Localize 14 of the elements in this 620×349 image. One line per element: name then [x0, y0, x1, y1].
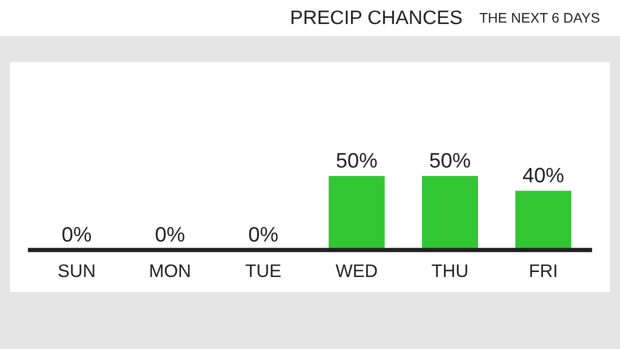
x-tick-label: SUN [58, 264, 94, 278]
data-label: 50% [336, 152, 377, 168]
chart-title: PRECIP CHANCES [292, 10, 462, 24]
x-tick-label: WED [336, 264, 377, 277]
data-label: 50% [430, 152, 470, 168]
x-tick-label: MON [150, 264, 190, 278]
x-tick-label: THU [432, 264, 468, 278]
data-label: 0% [156, 226, 184, 242]
chart-subtitle: THE NEXT 6 DAYS [480, 12, 600, 23]
x-tick-label: FRI [530, 264, 556, 277]
data-label: 0% [249, 226, 278, 242]
x-tick-label: TUE [246, 264, 281, 278]
data-label: 40% [522, 168, 564, 183]
data-label: 0% [62, 226, 91, 242]
